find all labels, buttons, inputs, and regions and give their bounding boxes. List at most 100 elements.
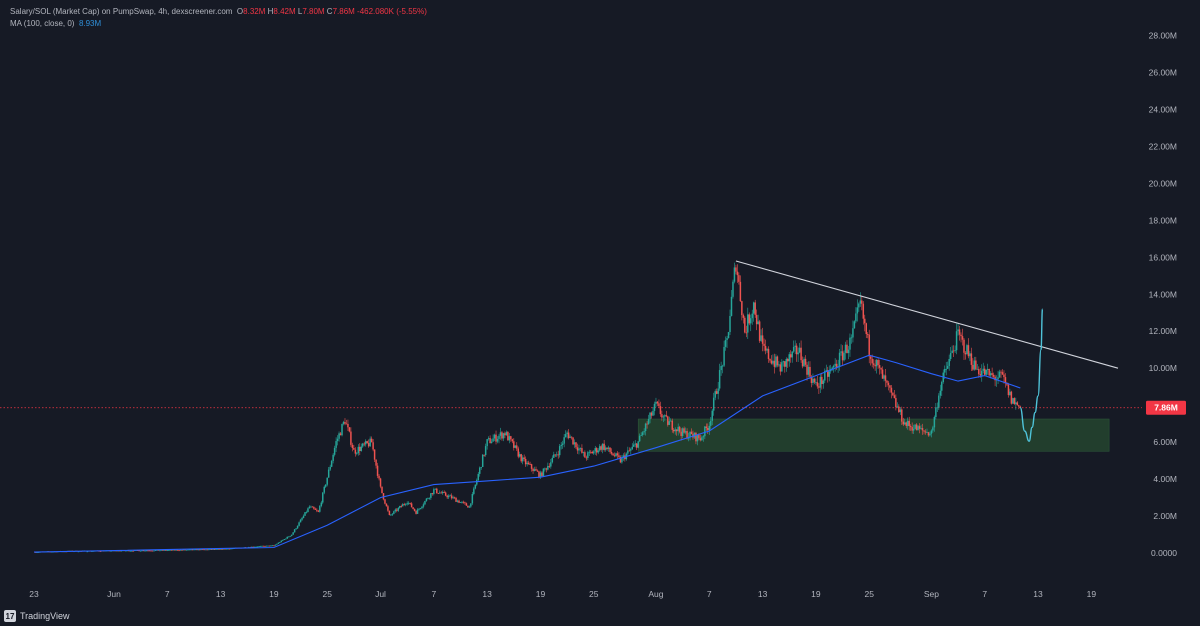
candle-body <box>370 438 373 443</box>
candle-body <box>77 551 80 553</box>
y-tick-label: 20.00M <box>1149 178 1177 188</box>
candle-body <box>816 382 819 387</box>
candle-body <box>200 549 203 551</box>
descending-trendline <box>735 260 1119 369</box>
candle-body <box>280 540 283 543</box>
candle-body <box>262 545 265 547</box>
candle-body <box>178 550 180 552</box>
candle-body <box>259 546 262 547</box>
candle-body <box>570 436 573 438</box>
open-key: O <box>236 7 244 16</box>
y-tick-label: 12.00M <box>1149 326 1177 336</box>
projection-path <box>1019 308 1044 442</box>
candle-body <box>384 499 386 504</box>
candle-body <box>705 426 708 428</box>
candle-body <box>613 455 616 457</box>
chart-legend: Salary/SOL (Market Cap) on PumpSwap, 4h,… <box>10 6 427 30</box>
candle-body <box>173 549 176 551</box>
candle-body <box>162 549 164 551</box>
candle-body <box>567 432 570 438</box>
candle-body <box>732 281 734 297</box>
candle-body <box>590 451 592 453</box>
candle-body <box>176 549 179 551</box>
candle-body <box>518 454 521 457</box>
candle-body <box>619 456 622 463</box>
candle-body <box>342 421 345 425</box>
candle-body <box>612 453 614 456</box>
candle-body <box>471 493 474 504</box>
ma-label[interactable]: MA (100, close, 0) <box>10 19 75 28</box>
candle-body <box>1016 402 1019 406</box>
candle-body <box>447 495 450 498</box>
candle-body <box>379 478 382 487</box>
candle-body <box>918 426 921 429</box>
candle-body <box>961 336 964 340</box>
candle-body <box>302 515 305 519</box>
candle-body <box>932 427 934 431</box>
candle-body <box>216 549 219 550</box>
candle-body <box>948 358 950 367</box>
candle-body <box>938 395 940 408</box>
candle-body <box>643 431 645 433</box>
footer-brand[interactable]: 17 TradingView <box>4 608 70 624</box>
candle-body <box>407 502 410 504</box>
close-key: C <box>326 7 333 16</box>
candle-body <box>144 550 146 552</box>
candle-body <box>295 528 297 530</box>
candle-body <box>210 549 213 550</box>
candle-body <box>385 503 388 507</box>
candle-body <box>440 492 442 494</box>
candle-body <box>218 549 220 550</box>
candle-body <box>496 438 499 442</box>
candle-body <box>526 462 528 465</box>
candle-body <box>813 378 816 383</box>
symbol-title[interactable]: Salary/SOL (Market Cap) on PumpSwap, 4h,… <box>10 7 233 16</box>
candle-body <box>773 360 776 367</box>
candle-body <box>914 424 916 429</box>
candle-body <box>852 328 854 338</box>
candle-body <box>514 445 517 448</box>
candle-body <box>310 506 312 508</box>
x-tick-label: Aug <box>648 589 663 599</box>
candle-body <box>633 444 635 447</box>
candle-body <box>677 426 679 432</box>
candle-body <box>869 356 872 359</box>
candle-body <box>456 500 459 502</box>
candle-body <box>843 352 845 361</box>
candle-body <box>277 542 280 544</box>
candle-body <box>672 429 675 432</box>
x-tick-label: 25 <box>864 589 874 599</box>
candle-body <box>86 551 89 553</box>
candle-body <box>560 444 562 447</box>
candle-body <box>289 535 291 537</box>
candle-body <box>807 366 810 375</box>
y-tick-label: 24.00M <box>1149 104 1177 114</box>
candle-body <box>872 363 875 365</box>
candle-body <box>410 503 413 508</box>
candle-body <box>735 267 737 272</box>
candle-body <box>391 513 394 515</box>
candle-body <box>452 497 454 499</box>
candle-body <box>923 430 925 432</box>
candle-body <box>917 426 919 431</box>
candle-body <box>428 497 431 499</box>
candle-body <box>991 373 993 375</box>
candle-body <box>988 368 990 376</box>
candle-body <box>182 549 185 551</box>
candle-body <box>1004 377 1007 383</box>
candle-body <box>188 549 191 551</box>
candle-body <box>495 434 497 442</box>
candle-body <box>646 423 648 425</box>
candle-body <box>406 503 408 505</box>
candle-body <box>997 377 999 380</box>
candle-body <box>267 545 269 547</box>
candle-body <box>877 360 879 366</box>
candle-body <box>741 301 743 316</box>
candle-body <box>492 438 494 442</box>
candle-body <box>775 356 777 367</box>
candle-body <box>901 409 903 422</box>
candle-body <box>884 375 887 381</box>
candle-body <box>609 447 611 452</box>
candle-body <box>401 504 404 507</box>
